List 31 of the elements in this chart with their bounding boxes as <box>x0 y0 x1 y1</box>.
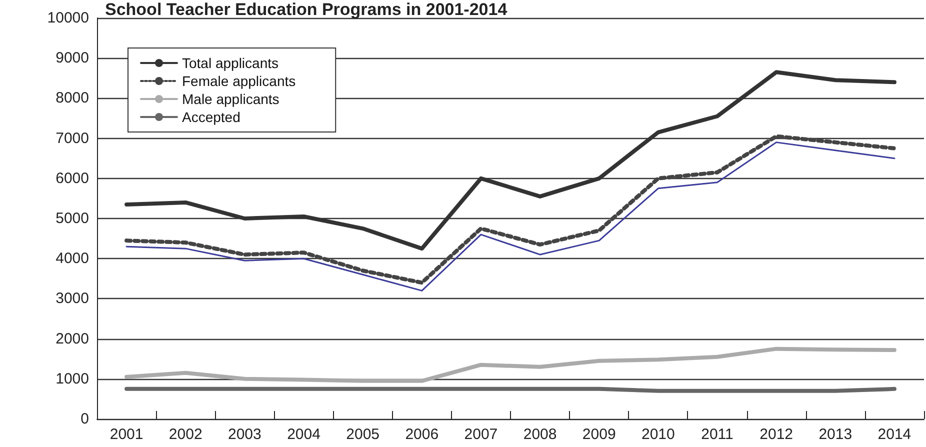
y-tick-label: 5000 <box>56 210 89 227</box>
y-tick-label: 0 <box>80 410 89 428</box>
x-tick-label: 2004 <box>287 426 320 443</box>
y-tick-label: 4000 <box>56 250 89 268</box>
y-tick-label: 2000 <box>56 330 89 348</box>
x-tick-label: 2007 <box>464 426 498 443</box>
x-tick-label: 2011 <box>701 426 734 443</box>
y-tick-label: 3000 <box>56 290 89 308</box>
x-tick-label: 2002 <box>168 426 202 443</box>
y-tick-label: 10000 <box>47 10 89 26</box>
y-tick-label: 6000 <box>56 170 89 187</box>
legend-label: Male applicants <box>182 91 280 107</box>
y-tick-label: 8000 <box>56 90 89 107</box>
x-tick-label: 2006 <box>405 426 439 443</box>
y-tick-label: 1000 <box>56 370 89 388</box>
x-tick-label: 2009 <box>582 426 616 443</box>
legend-label: Total applicants <box>182 55 279 71</box>
line-series <box>124 346 896 383</box>
x-tick-label: 2003 <box>228 426 262 443</box>
x-tick-label: 2001 <box>110 426 144 443</box>
y-tick-label: 7000 <box>56 130 89 147</box>
x-tick-label: 2008 <box>523 426 557 443</box>
x-tick-label: 2012 <box>760 426 794 443</box>
legend-label: Accepted <box>182 109 240 125</box>
legend-label: Female applicants <box>182 73 296 89</box>
y-tick-label: 9000 <box>56 50 89 67</box>
x-tick-label: 2005 <box>346 426 380 443</box>
x-tick-label: 2013 <box>818 426 852 443</box>
x-tick-label: 2014 <box>878 426 912 443</box>
chart-title: School Teacher Education Programs in 2001-2014 <box>105 0 508 19</box>
x-tick-label: 2010 <box>641 426 675 443</box>
